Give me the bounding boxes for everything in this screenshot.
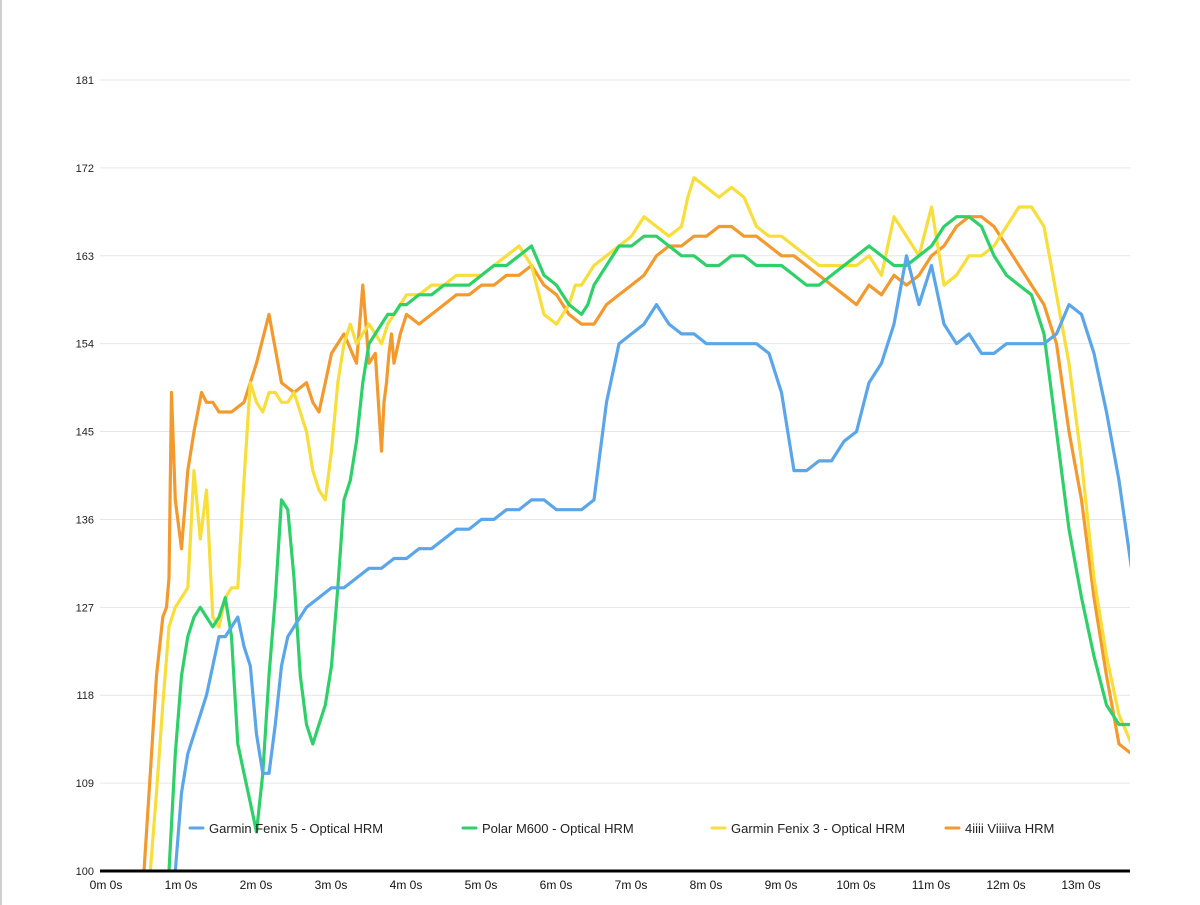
y-axis-tick-labels: 100 109 118 127 136 145 154 163 172 181 — [76, 75, 94, 878]
x-tick-label: 4m 0s — [390, 878, 423, 892]
series-line-garmin-fenix-5-optical-hrm — [173, 254, 1130, 871]
x-tick-label: 10m 0s — [836, 878, 875, 892]
series-line-polar-m600-optical-hrm — [167, 215, 1130, 871]
x-tick-label: 8m 0s — [690, 878, 723, 892]
y-tick-label: 109 — [76, 778, 94, 790]
y-tick-label: 172 — [76, 163, 94, 175]
x-tick-label: 11m 0s — [912, 878, 950, 892]
y-tick-label: 145 — [76, 427, 94, 439]
x-tick-label: 3m 0s — [315, 878, 348, 892]
x-tick-label: 1m 0s — [165, 878, 198, 892]
x-tick-label: 12m 0s — [986, 878, 1025, 892]
legend-label: 4iiii Viiiiva HRM — [965, 821, 1054, 836]
legend-item: Garmin Fenix 3 - Optical HRM — [710, 821, 905, 836]
x-axis-tick-labels: 0m 0s 1m 0s 2m 0s 3m 0s 4m 0s 5m 0s 6m 0s 7m 0s… — [90, 878, 1101, 892]
legend-label: Polar M600 - Optical HRM — [482, 821, 634, 836]
gridlines — [100, 79, 1130, 784]
left-frame-border — [0, 0, 2, 905]
series-line-garmin-fenix-3-optical-hrm — [148, 176, 1130, 871]
legend-label: Garmin Fenix 5 - Optical HRM — [209, 821, 383, 836]
y-tick-label: 181 — [76, 75, 94, 87]
x-tick-label: 2m 0s — [240, 878, 273, 892]
legend-item: 4iiii Viiiiva HRM — [944, 821, 1054, 836]
x-tick-label: 6m 0s — [540, 878, 573, 892]
x-tick-label: 0m 0s — [90, 878, 123, 892]
legend-label: Garmin Fenix 3 - Optical HRM — [731, 821, 905, 836]
y-tick-label: 127 — [76, 602, 94, 614]
x-tick-label: 7m 0s — [615, 878, 648, 892]
y-tick-label: 154 — [76, 339, 94, 351]
y-tick-label: 136 — [76, 514, 94, 526]
x-tick-label: 9m 0s — [765, 878, 798, 892]
y-tick-label: 163 — [76, 251, 94, 263]
series-lines — [142, 176, 1130, 871]
legend: Garmin Fenix 5 - Optical HRM Polar M600 -… — [188, 821, 1054, 836]
legend-item: Garmin Fenix 5 - Optical HRM — [188, 821, 383, 836]
y-tick-label: 100 — [76, 866, 94, 878]
y-tick-label: 118 — [76, 690, 94, 702]
x-tick-label: 5m 0s — [465, 878, 498, 892]
series-line-4iiii-viiiiva-hrm — [142, 215, 1130, 871]
legend-item: Polar M600 - Optical HRM — [461, 821, 634, 836]
x-tick-label: 13m 0s — [1061, 878, 1100, 892]
